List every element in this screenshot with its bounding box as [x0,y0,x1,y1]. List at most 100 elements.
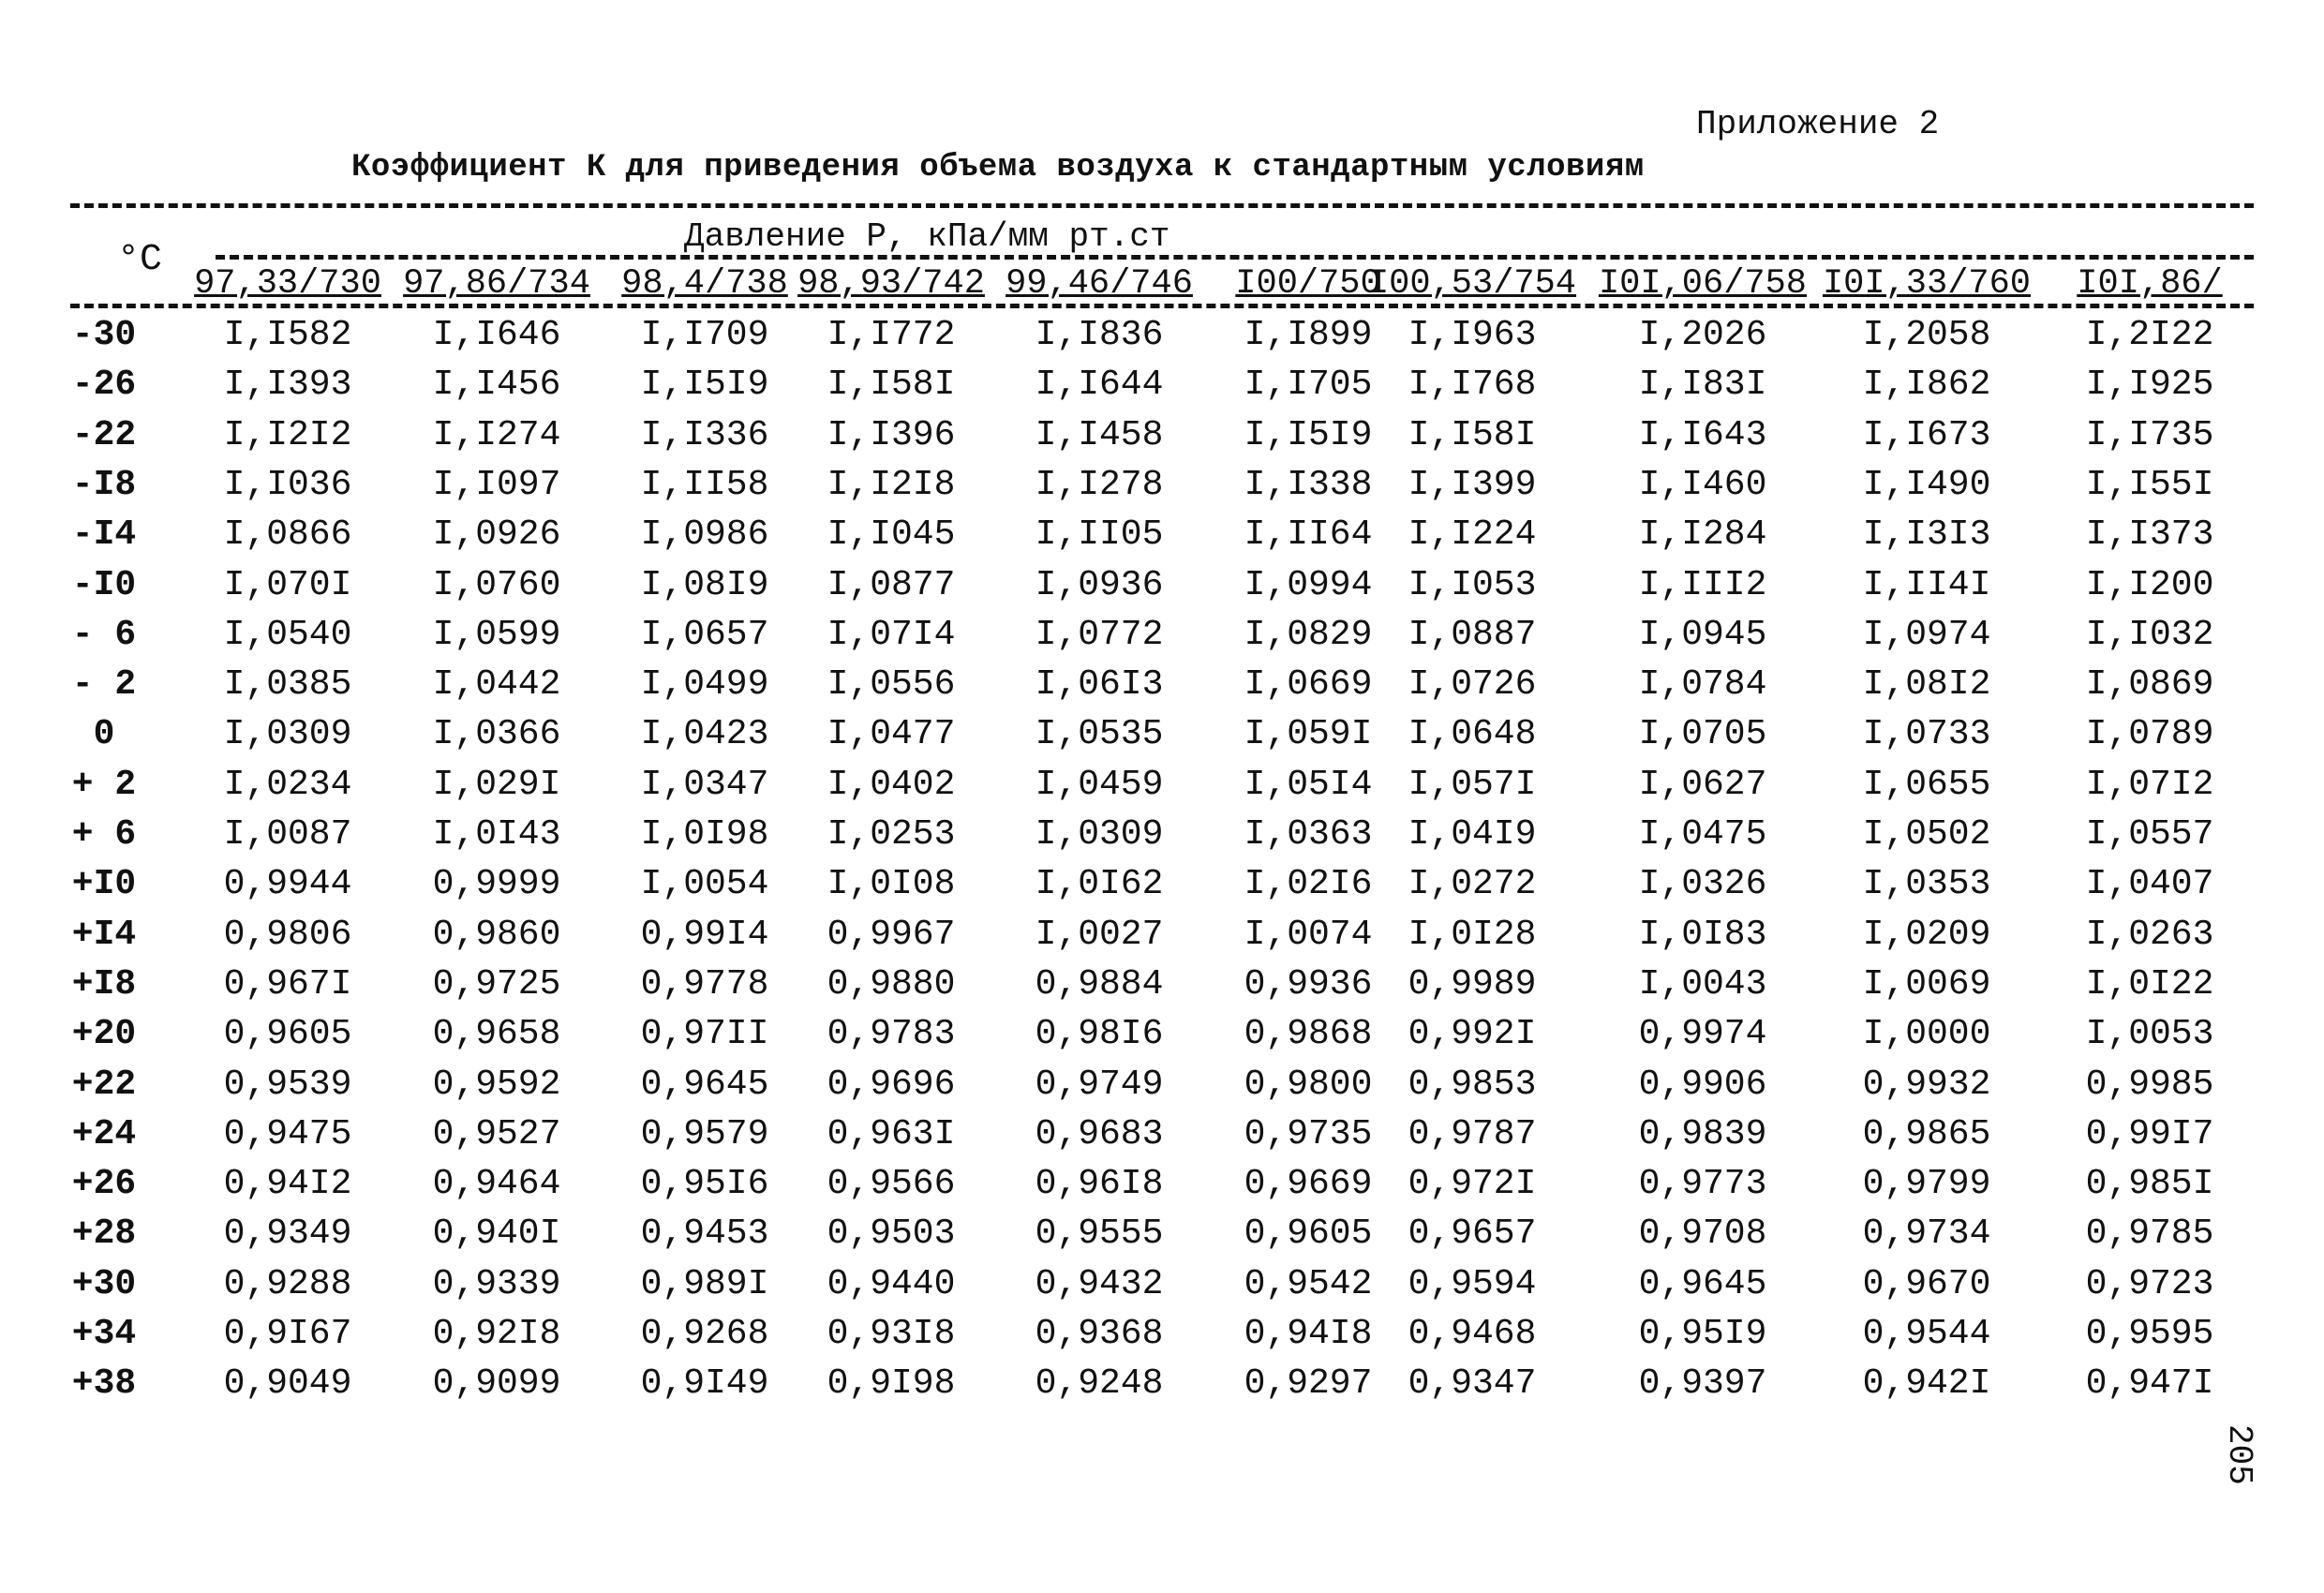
table-cell: I,0000 [1862,1014,1991,1055]
table-cell: I,I460 [1638,464,1767,505]
divider-columns [70,304,2254,308]
table-cell: 0,9542 [1244,1263,1373,1304]
table-cell: I,II58 [640,464,769,505]
table-cell: I,I709 [640,315,769,355]
table-cell: 0,9800 [1244,1064,1373,1105]
row-temperature: -I4 [71,514,137,556]
table-cell: 0,9468 [1408,1314,1537,1354]
table-cell: I,I456 [432,365,561,406]
table-cell: 0,99I7 [2085,1113,2214,1154]
table-cell: I,2I22 [2085,315,2214,355]
table-cell: 0,963I [827,1113,956,1154]
table-cell: I,I768 [1408,365,1537,406]
table-cell: 0,947I [2085,1363,2214,1405]
table-cell: I,0945 [1638,614,1767,655]
table-cell: 0,9347 [1408,1363,1537,1405]
table-cell: I,08I9 [640,564,769,605]
table-cell: I,I393 [223,365,352,406]
table-cell: I,0253 [827,814,956,855]
table-cell: I,0353 [1862,864,1991,905]
table-cell: 0,9049 [223,1363,352,1405]
column-header: 97,86/734 [403,264,590,304]
table-cell: 0,9778 [640,963,769,1005]
table-cell: 0,9868 [1244,1014,1373,1055]
table-cell: 0,9I67 [223,1314,352,1354]
table-cell: 0,9936 [1244,963,1373,1005]
table-cell: I,0069 [1862,963,1991,1005]
table-cell: I,0535 [1035,714,1164,755]
table-cell: I,0I08 [827,864,956,905]
table-cell: 0,9985 [2085,1064,2214,1105]
row-temperature: + 2 [71,764,137,805]
table-cell: I,0475 [1638,814,1767,855]
table-cell: 0,99I4 [640,914,769,955]
table-cell: I,0043 [1638,963,1767,1005]
temperature-header: °C [117,239,163,281]
table-cell: I,0866 [223,514,352,556]
table-cell: 0,9787 [1408,1113,1537,1154]
table-cell: 0,9725 [432,963,561,1005]
table-cell: 0,92I8 [432,1314,561,1354]
table-cell: 0,9297 [1244,1363,1373,1405]
table-cell: 0,9669 [1244,1164,1373,1205]
table-cell: I,I274 [432,414,561,455]
table-cell: I,I490 [1862,464,1991,505]
table-cell: I,I2I2 [223,414,352,455]
table-cell: I,I224 [1408,514,1537,556]
row-temperature: +34 [71,1314,137,1354]
table-cell: 0,9595 [2085,1314,2214,1354]
table-cell: 0,9527 [432,1113,561,1154]
table-cell: I,0669 [1244,664,1373,706]
table-cell: I,0760 [432,564,561,605]
table-cell: I,2058 [1862,315,1991,355]
table-cell: 0,9967 [827,914,956,955]
table-cell: I,057I [1408,764,1537,805]
table-cell: I,I336 [640,414,769,455]
table-cell: I,I83I [1638,365,1767,406]
column-header: 98,4/738 [621,264,788,304]
table-cell: 0,9475 [223,1113,352,1154]
table-cell: I,0599 [432,614,561,655]
row-temperature: - 6 [71,614,137,655]
table-cell: 0,9657 [1408,1213,1537,1255]
row-temperature: -30 [71,315,137,355]
table-cell: I,III2 [1638,564,1767,605]
table-cell: I,0087 [223,814,352,855]
divider-header [216,255,2254,260]
table-cell: I,II64 [1244,514,1373,556]
table-cell: I,07I2 [2085,764,2214,805]
table-cell: I,I836 [1035,315,1164,355]
row-temperature: +I8 [71,963,137,1005]
column-header: 98,93/742 [797,264,985,304]
table-cell: I,I925 [2085,365,2214,406]
table-cell: I,0459 [1035,764,1164,805]
table-cell: I,0502 [1862,814,1991,855]
table-cell: I,0789 [2085,714,2214,755]
table-cell: 0,9806 [223,914,352,955]
table-cell: I,I5I9 [640,365,769,406]
table-cell: I,0705 [1638,714,1767,755]
table-cell: 0,9440 [827,1263,956,1304]
table-cell: I,0974 [1862,614,1991,655]
table-cell: I,I3I3 [1862,514,1991,556]
table-cell: I,I643 [1638,414,1767,455]
table-cell: I,0326 [1638,864,1767,905]
table-cell: I,0074 [1244,914,1373,955]
appendix-label: Приложение 2 [1696,105,1940,143]
table-cell: I,0648 [1408,714,1537,755]
row-temperature: +28 [71,1213,137,1255]
row-temperature: -26 [71,365,137,406]
table-cell: I,0054 [640,864,769,905]
table-cell: I,02I6 [1244,864,1373,905]
table-cell: 0,93I8 [827,1314,956,1354]
table-cell: 0,9645 [640,1064,769,1105]
table-cell: 0,9544 [1862,1314,1991,1354]
table-cell: 0,972I [1408,1164,1537,1205]
table-cell: 0,9339 [432,1263,561,1304]
column-header: I0I,06/758 [1598,264,1808,304]
row-temperature: +I4 [71,914,137,955]
table-cell: I,I399 [1408,464,1537,505]
column-header: I00/750 [1235,264,1381,304]
table-cell: 0,9464 [432,1164,561,1205]
row-temperature: +24 [71,1113,137,1154]
